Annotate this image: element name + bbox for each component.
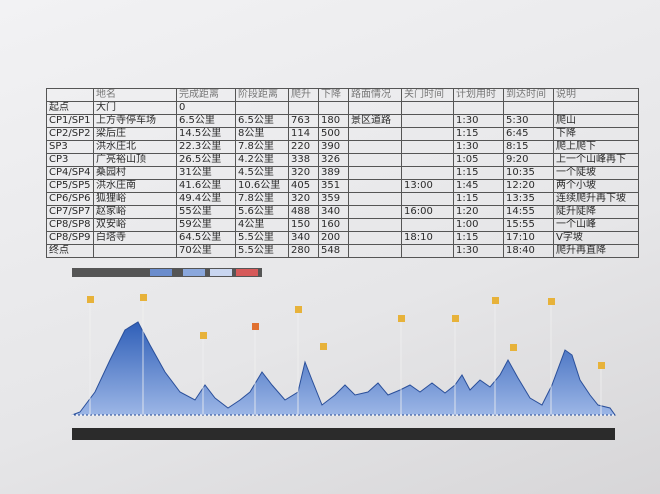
marker	[252, 323, 259, 330]
table-body: 地名 完成距离 阶段距离 爬升 下降 路面情况 关门时间 计划用时 到达时间 说明 起点 大门 0 CP1…	[46, 88, 639, 258]
marker	[510, 344, 517, 351]
table-row: 终点 70公里 5.5公里 280 548 1:30 18:40 爬升再直降	[46, 244, 639, 258]
table-row: CP3 广亮裕山顶 26.5公里 4.2公里 338 326 1:05 9:20 上一个山峰再下	[46, 153, 639, 167]
legend-swatch	[236, 269, 258, 276]
table-cell: 70公里	[176, 244, 236, 258]
legend-swatch	[150, 269, 172, 276]
legend-swatch	[183, 269, 205, 276]
marker	[548, 298, 555, 305]
table-row: CP8/SP8 双安峪 59公里 4公里 150 160 1:00 15:55 一个山峰	[46, 218, 639, 232]
table-row: SP3 洪水庄北 22.3公里 7.8公里 220 390 1:30 8:15 爬上爬下	[46, 140, 639, 154]
elevation-silhouette	[71, 321, 616, 416]
checkpoint-markers	[87, 294, 605, 369]
marker	[492, 297, 499, 304]
marker	[140, 294, 147, 301]
table-row: CP6/SP6 狐狸峪 49.4公里 7.8公里 320 359 1:15 13:35 连续爬升…	[46, 192, 639, 206]
distance-axis	[72, 428, 615, 440]
legend-swatch	[210, 269, 232, 276]
schedule-table: 地名 完成距离 阶段距离 爬升 下降 路面情况 关门时间 计划用时 到达时间 说明 起点 大门 0 CP1…	[46, 88, 639, 258]
marker-poles	[89, 301, 602, 415]
table-row: CP8/SP9 白塔寺 64.5公里 5.5公里 340 200 18:10 1:15 17:1…	[46, 231, 639, 245]
marker	[295, 306, 302, 313]
marker	[598, 362, 605, 369]
table-row: CP2/SP2 梁后庄 14.5公里 8公里 114 500 1:15 6:45 下降	[46, 127, 639, 141]
marker	[398, 315, 405, 322]
table-row: CP7/SP7 赵家峪 55公里 5.6公里 488 340 16:00 1:20 14:55 陡…	[46, 205, 639, 219]
table-cell: 爬升再直降	[553, 244, 639, 258]
marker	[452, 315, 459, 322]
marker	[87, 296, 94, 303]
table-row: CP1/SP1 上方寺停车场 6.5公里 6.5公里 763 180 景区道路 1:30 5:3…	[46, 114, 639, 128]
marker	[200, 332, 207, 339]
marker	[320, 343, 327, 350]
header-row: 地名 完成距离 阶段距离 爬升 下降 路面情况 关门时间 计划用时 到达时间 说明	[46, 88, 639, 102]
